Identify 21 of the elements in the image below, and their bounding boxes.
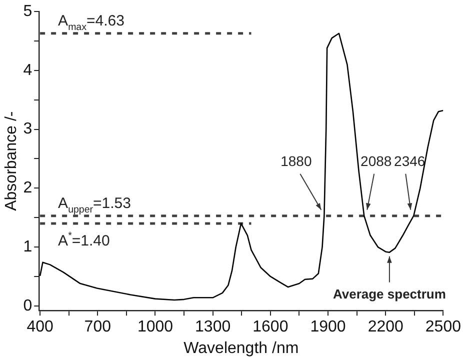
y-tick-label: 4 [23,62,32,79]
x-tick-label: 1000 [137,318,174,336]
y-tick-label: 2 [23,180,32,197]
annotation: 2088 [360,152,392,169]
x-tick-label: 700 [84,318,112,336]
annotation: Average spectrum [332,286,446,302]
y-tick-label: 0 [23,297,32,314]
series-label: A*=1.40 [58,230,110,250]
y-tick-label: 5 [23,3,32,20]
x-tick-label: 1600 [252,318,288,336]
annotation: 2346 [394,152,426,169]
x-axis-title: Wavelength /nm [184,340,299,357]
x-tick-label: 2200 [368,318,404,336]
x-tick-label: 1300 [195,318,231,336]
y-tick-label: 3 [23,120,32,138]
x-tick-label: 1900 [310,318,346,336]
annotation: 1880 [280,152,312,169]
y-axis-title: Absorbance /- [3,111,20,211]
y-tick-label: 1 [23,238,32,256]
x-tick-label: 400 [26,318,54,336]
x-tick-label: 2500 [425,318,462,336]
